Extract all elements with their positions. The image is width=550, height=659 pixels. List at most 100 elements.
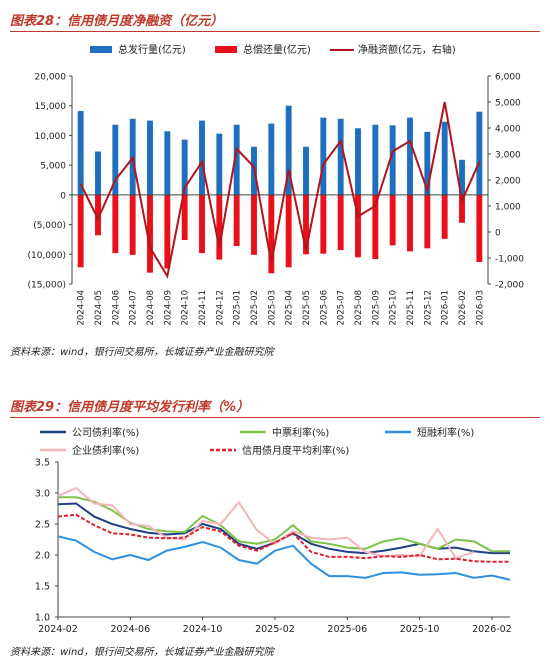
repay-bar [199, 194, 205, 254]
x-tick-label: 2025-10 [389, 290, 399, 326]
short-financing-rate-line [57, 535, 511, 581]
legend-label: 总偿还量(亿元) [243, 43, 311, 56]
x-tick-label: 2024-07 [129, 290, 139, 326]
x-tick-label: 2024-05 [94, 290, 104, 326]
figure2-title: 图表29：信用债月度平均发行利率（%） [10, 400, 250, 415]
repay-bar [441, 194, 448, 239]
legend-label: 总发行量(亿元) [118, 43, 186, 56]
net-financing-line [79, 101, 481, 279]
y-tick-label-right: -2,000 [495, 281, 524, 291]
issue-bar [164, 131, 171, 195]
y-tick-label-right: 6,000 [495, 73, 521, 83]
y-tick-label-left: (5,000) [33, 221, 66, 231]
repay-bar [129, 194, 136, 255]
x-tick-label: 2025-10 [400, 624, 440, 635]
repay-bar [268, 194, 275, 274]
x-tick-label: 2024-06 [111, 290, 121, 326]
issuance-rate-chart: 公司债利率(%) 中票利率(%) 短融利率(%) 企业债利率(%) 信用债月度平均利率(… [35, 426, 512, 635]
x-tick-label: 2025-11 [406, 290, 416, 326]
x-tick-label: 2026-01 [441, 290, 451, 326]
y-tick-label-right: 3,000 [495, 151, 521, 161]
repay-bar [216, 194, 223, 260]
repay-bar [147, 194, 153, 273]
repay-bar [77, 194, 84, 268]
x-tick-label: 2025-01 [233, 290, 243, 326]
repay-bar [95, 194, 101, 236]
x-tick-label: 2025-07 [337, 290, 347, 326]
y-tick-label-left: (15,000) [27, 281, 66, 291]
figure1-source: 资料来源：wind，银行间交易所，长城证券产业金融研究院 [10, 347, 274, 358]
enterprise-bond-rate-line [57, 486, 475, 560]
mtn-rate-line [58, 496, 510, 553]
repay-bar [320, 194, 327, 254]
issue-bar [372, 124, 379, 195]
y-tick-label: 3.0 [35, 489, 50, 500]
y-tick-label-right: -1,000 [495, 255, 524, 265]
y-tick-label: 2.5 [35, 520, 50, 531]
x-tick-label: 2024-12 [215, 290, 225, 326]
x-tick-label: 2024-06 [110, 624, 150, 635]
y-tick-label-left: (10,000) [27, 251, 66, 261]
figure2-source: 资料来源：wind，银行间交易所，长城证券产业金融研究院 [10, 647, 274, 658]
legend-label: 企业债利率(%) [72, 444, 139, 457]
y-tick-label-left: 10,000 [35, 132, 67, 142]
repay-bar [303, 194, 309, 255]
x-tick-label: 2024-09 [163, 290, 173, 326]
repay-bar [285, 194, 292, 268]
x-tick-label: 2025-08 [354, 290, 364, 326]
legend-label: 信用债月度平均利率(%) [242, 444, 349, 457]
issue-bar [459, 159, 465, 195]
x-tick-label: 2024-02 [38, 624, 78, 635]
figure2-title-rule [10, 417, 540, 418]
y-tick-label-right: 0 [495, 229, 501, 239]
x-tick-label: 2025-12 [423, 290, 433, 326]
y-tick-label-left: 0 [60, 191, 66, 201]
y-tick-label: 3.5 [35, 458, 50, 469]
average-rate-line [57, 513, 510, 563]
legend-swatch [215, 46, 237, 53]
y-tick-label-right: 4,000 [495, 125, 521, 135]
x-tick-label: 2024-10 [183, 624, 223, 635]
issue-bar [320, 117, 327, 195]
repay-bar [459, 194, 465, 223]
legend-swatch [90, 46, 112, 53]
issue-bar [233, 124, 240, 195]
x-tick-label: 2026-02 [472, 624, 512, 635]
issue-bar [285, 105, 292, 195]
y-tick-label: 1.0 [35, 613, 50, 624]
x-tick-label: 2025-06 [327, 624, 367, 635]
issue-bar [355, 128, 361, 195]
y-tick-label: 1.5 [35, 582, 50, 593]
repay-bar [251, 194, 257, 255]
repay-bar [389, 194, 396, 246]
issue-bar [95, 151, 101, 195]
y-tick-label-right: 1,000 [495, 203, 521, 213]
legend-label: 公司债利率(%) [72, 426, 139, 439]
y-tick-label-left: 5,000 [40, 162, 66, 172]
issue-bar [147, 120, 153, 195]
y-tick-label-left: 15,000 [35, 102, 67, 112]
issue-bar [303, 146, 309, 195]
x-tick-label: 2025-04 [285, 290, 295, 326]
x-tick-label: 2026-02 [458, 290, 468, 326]
repay-bar [181, 194, 188, 241]
repay-bar [424, 194, 431, 249]
repay-bar [164, 194, 171, 269]
issue-bar [424, 131, 431, 195]
legend-label: 中票利率(%) [272, 426, 329, 439]
x-tick-label: 2025-02 [255, 624, 295, 635]
legend-label: 短融利率(%) [417, 426, 474, 439]
issue-bar [112, 124, 119, 195]
x-tick-label: 2025-02 [250, 290, 260, 326]
issue-bar [389, 125, 396, 195]
repay-bar [337, 194, 344, 251]
y-tick-label-right: 2,000 [495, 177, 521, 187]
y-tick-label-right: 5,000 [495, 99, 521, 109]
x-tick-label: 2025-03 [267, 290, 277, 326]
net-financing-chart: 总发行量(亿元) 总偿还量(亿元) 净融资额(亿元，右轴) 20,000 15,000 1… [27, 43, 524, 326]
issue-bar [337, 118, 344, 195]
x-tick-label: 2024-11 [198, 290, 208, 326]
repay-bar [407, 194, 413, 252]
x-tick-label: 2025-09 [371, 290, 381, 326]
repay-bar [112, 194, 119, 254]
